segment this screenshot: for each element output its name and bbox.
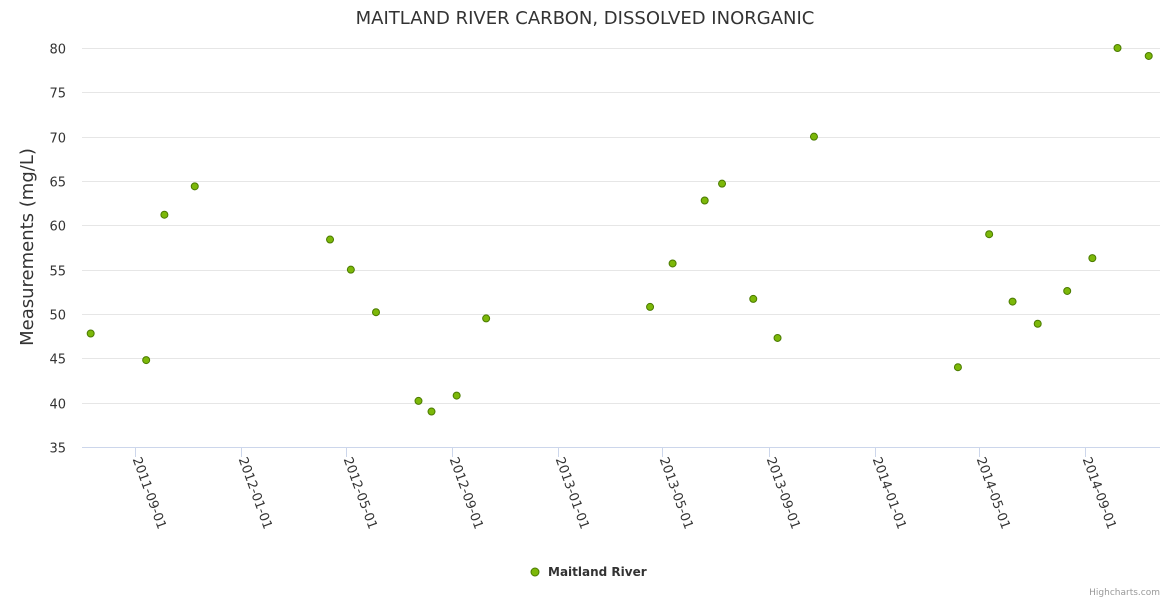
legend-marker-icon (530, 567, 540, 577)
y-tick-label: 45 (49, 353, 66, 368)
data-point[interactable] (1144, 51, 1153, 60)
data-point[interactable] (749, 294, 758, 303)
y-tick-label: 65 (49, 176, 66, 191)
data-point[interactable] (142, 356, 151, 365)
data-point[interactable] (1033, 319, 1042, 328)
data-point[interactable] (160, 210, 169, 219)
x-axis-ticks: 2011-09-01 2012-01-01 2012-05-01 2012-09-01… (129, 447, 1119, 531)
data-point[interactable] (985, 230, 994, 239)
data-point[interactable] (1088, 254, 1097, 263)
x-tick-label: 2013-09-01 (763, 455, 803, 531)
grid-lines (82, 48, 1160, 448)
data-point[interactable] (190, 182, 199, 191)
x-tick-label: 2014-05-01 (973, 455, 1013, 531)
data-point[interactable] (414, 396, 423, 405)
x-tick-label: 2011-09-01 (129, 455, 169, 531)
data-point[interactable] (427, 407, 436, 416)
data-point[interactable] (372, 308, 380, 317)
y-tick-label: 50 (49, 309, 66, 324)
data-point[interactable] (668, 259, 677, 268)
y-tick-label: 40 (49, 398, 66, 413)
x-tick-label: 2013-01-01 (552, 455, 592, 531)
x-tick-label: 2013-05-01 (656, 455, 696, 531)
x-tick-label: 2014-09-01 (1079, 455, 1119, 531)
data-point[interactable] (1008, 297, 1017, 306)
data-point[interactable] (1063, 286, 1072, 295)
data-point[interactable] (646, 302, 655, 311)
x-tick-label: 2012-09-01 (446, 455, 486, 531)
data-point[interactable] (326, 235, 335, 244)
data-point[interactable] (809, 132, 818, 141)
y-tick-label: 80 (49, 43, 66, 58)
data-point[interactable] (953, 363, 962, 372)
data-point[interactable] (452, 391, 461, 400)
y-tick-label: 60 (49, 220, 66, 235)
data-point[interactable] (773, 333, 782, 342)
chart-title: MAITLAND RIVER CARBON, DISSOLVED INORGAN… (356, 8, 815, 29)
data-point[interactable] (482, 314, 491, 323)
y-tick-label: 35 (49, 442, 66, 457)
data-point[interactable] (700, 196, 709, 205)
data-point[interactable] (718, 179, 727, 188)
data-point[interactable] (86, 329, 95, 338)
credits-link[interactable]: Highcharts.com (1089, 588, 1160, 598)
y-tick-label: 55 (49, 265, 66, 280)
x-tick-label: 2012-05-01 (340, 455, 380, 531)
y-axis-ticks: 35 40 45 50 55 60 65 70 75 80 (49, 43, 66, 457)
legend-item[interactable]: Maitland River (530, 565, 647, 579)
x-tick-label: 2012-01-01 (235, 455, 275, 531)
data-point[interactable] (1113, 44, 1122, 52)
y-tick-label: 75 (49, 87, 66, 102)
y-axis-label: Measurements (mg/L) (17, 148, 38, 346)
series-points (86, 44, 1153, 416)
data-point[interactable] (346, 265, 355, 274)
y-tick-label: 70 (49, 132, 66, 147)
x-tick-label: 2014-01-01 (869, 455, 909, 531)
legend-label: Maitland River (548, 565, 647, 579)
